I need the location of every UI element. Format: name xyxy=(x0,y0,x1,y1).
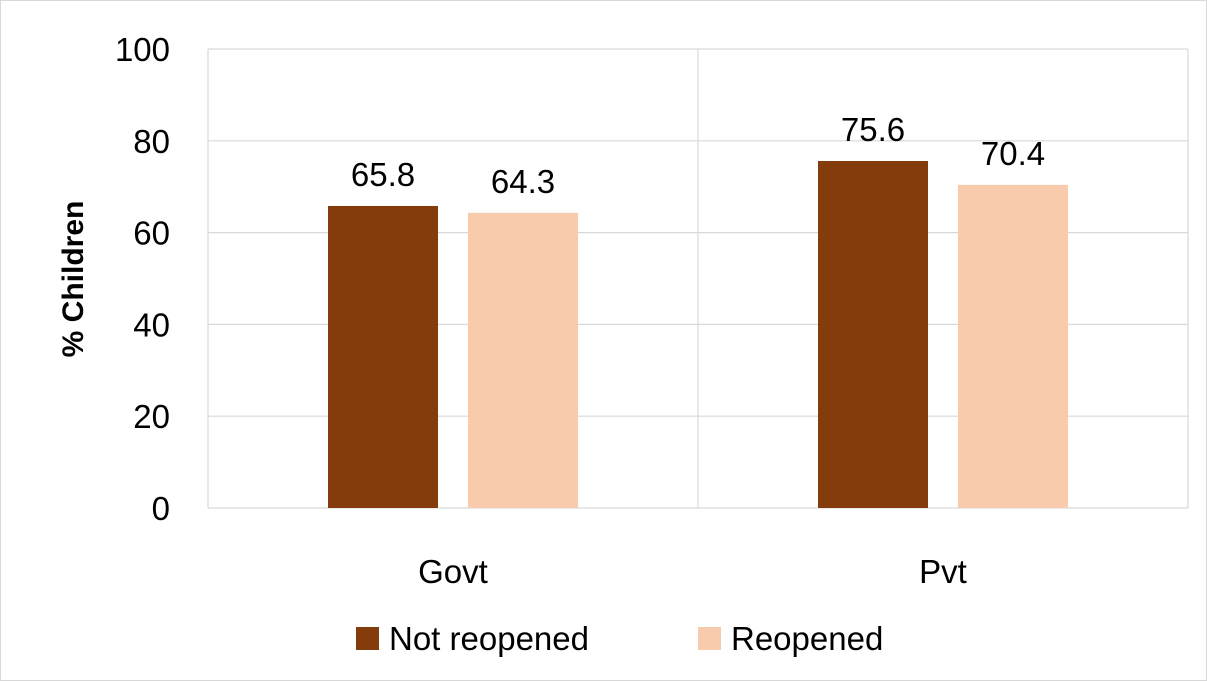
y-tick-label: 80 xyxy=(133,123,170,160)
data-label: 64.3 xyxy=(491,163,555,200)
legend-label: Reopened xyxy=(731,620,883,657)
y-tick-label: 40 xyxy=(133,306,170,343)
data-label: 75.6 xyxy=(841,111,905,148)
bar-reopened-govt xyxy=(468,212,578,508)
y-tick-label: 100 xyxy=(115,31,170,68)
bar-reopened-pvt xyxy=(958,184,1068,508)
y-tick-label: 20 xyxy=(133,398,170,435)
legend-label: Not reopened xyxy=(389,620,589,657)
x-axis-categories: Govt Pvt xyxy=(418,553,967,590)
data-labels: 65.8 64.3 75.6 70.4 xyxy=(351,111,1045,200)
data-label: 65.8 xyxy=(351,156,415,193)
y-tick-label: 0 xyxy=(152,490,170,527)
data-label: 70.4 xyxy=(981,135,1045,172)
legend-swatch xyxy=(698,627,721,650)
x-category-label: Govt xyxy=(418,553,488,590)
legend: Not reopened Reopened xyxy=(356,620,883,657)
bar-not-reopened-pvt xyxy=(818,160,928,508)
bar-not-reopened-govt xyxy=(328,205,438,508)
y-tick-label: 60 xyxy=(133,215,170,252)
x-category-label: Pvt xyxy=(919,553,967,590)
legend-swatch xyxy=(356,627,379,650)
bars xyxy=(328,160,1068,508)
y-axis-ticks: 0 20 40 60 80 100 xyxy=(115,31,170,527)
y-axis-title: % Children xyxy=(57,201,90,358)
